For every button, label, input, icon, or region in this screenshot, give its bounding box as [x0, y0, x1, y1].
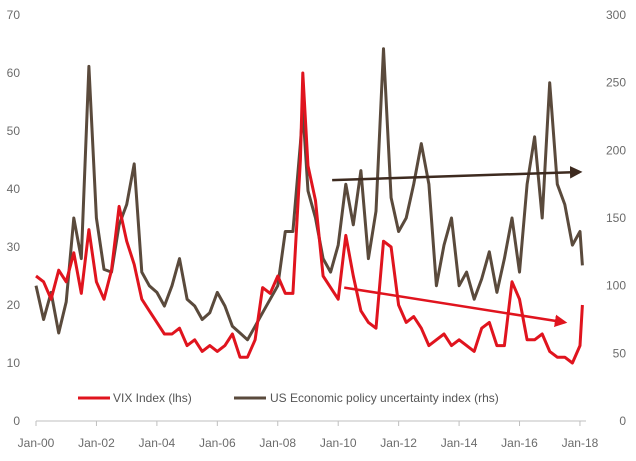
y-left-tick-label: 30: [7, 240, 21, 254]
legend-label-epu: US Economic policy uncertainty index (rh…: [270, 391, 499, 405]
legend-label-vix: VIX Index (lhs): [113, 391, 192, 405]
legend: VIX Index (lhs) US Economic policy uncer…: [78, 391, 499, 405]
x-tick-label: Jan-12: [380, 436, 417, 450]
x-tick-label: Jan-08: [259, 436, 296, 450]
y-axis-right-ticks: 0 50 100 150 200 250 300: [606, 8, 626, 428]
trend-arrow-vix: [344, 286, 568, 328]
y-left-tick-label: 50: [7, 124, 21, 138]
y-left-tick-label: 60: [7, 66, 21, 80]
x-tick-label: Jan-10: [320, 436, 357, 450]
trend-arrow-epu: [332, 166, 583, 182]
y-right-tick-label: 150: [606, 211, 626, 225]
x-tick-label: Jan-02: [78, 436, 115, 450]
x-tick-label: Jan-04: [139, 436, 176, 450]
series-line-vix: [35, 71, 584, 365]
x-tick-label: Jan-06: [199, 436, 236, 450]
y-left-tick-label: 20: [7, 298, 21, 312]
x-tick-label: Jan-18: [562, 436, 599, 450]
y-left-tick-label: 0: [13, 414, 20, 428]
y-right-tick-label: 100: [606, 279, 626, 293]
series-line-epu: [34, 47, 584, 342]
x-axis-ticks: Jan-00 Jan-02 Jan-04 Jan-06 Jan-08 Jan-10 Jan-…: [18, 421, 599, 450]
y-axis-left-ticks: 0 10 20 30 40 50 60 70: [7, 8, 21, 428]
y-left-tick-label: 40: [7, 182, 21, 196]
x-tick-label: Jan-00: [18, 436, 55, 450]
y-right-tick-label: 200: [606, 143, 626, 157]
y-right-tick-label: 300: [606, 8, 626, 22]
y-right-tick-label: 0: [619, 414, 626, 428]
y-right-tick-label: 50: [613, 346, 627, 360]
x-tick-label: Jan-14: [441, 436, 478, 450]
y-right-tick-label: 250: [606, 76, 626, 90]
x-tick-label: Jan-16: [501, 436, 538, 450]
y-left-tick-label: 70: [7, 8, 21, 22]
y-left-tick-label: 10: [7, 356, 21, 370]
